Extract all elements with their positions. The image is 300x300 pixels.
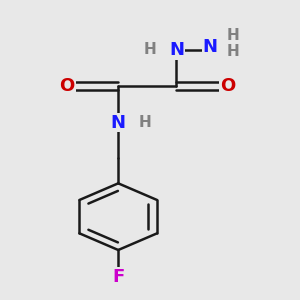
Text: O: O bbox=[220, 77, 235, 95]
Text: F: F bbox=[112, 268, 124, 286]
Text: N: N bbox=[111, 114, 126, 132]
Text: H: H bbox=[226, 44, 239, 59]
Text: N: N bbox=[202, 38, 217, 56]
Text: H: H bbox=[226, 28, 239, 44]
Text: H: H bbox=[144, 43, 156, 58]
Text: H: H bbox=[138, 115, 151, 130]
Text: O: O bbox=[59, 77, 75, 95]
Text: N: N bbox=[169, 41, 184, 59]
